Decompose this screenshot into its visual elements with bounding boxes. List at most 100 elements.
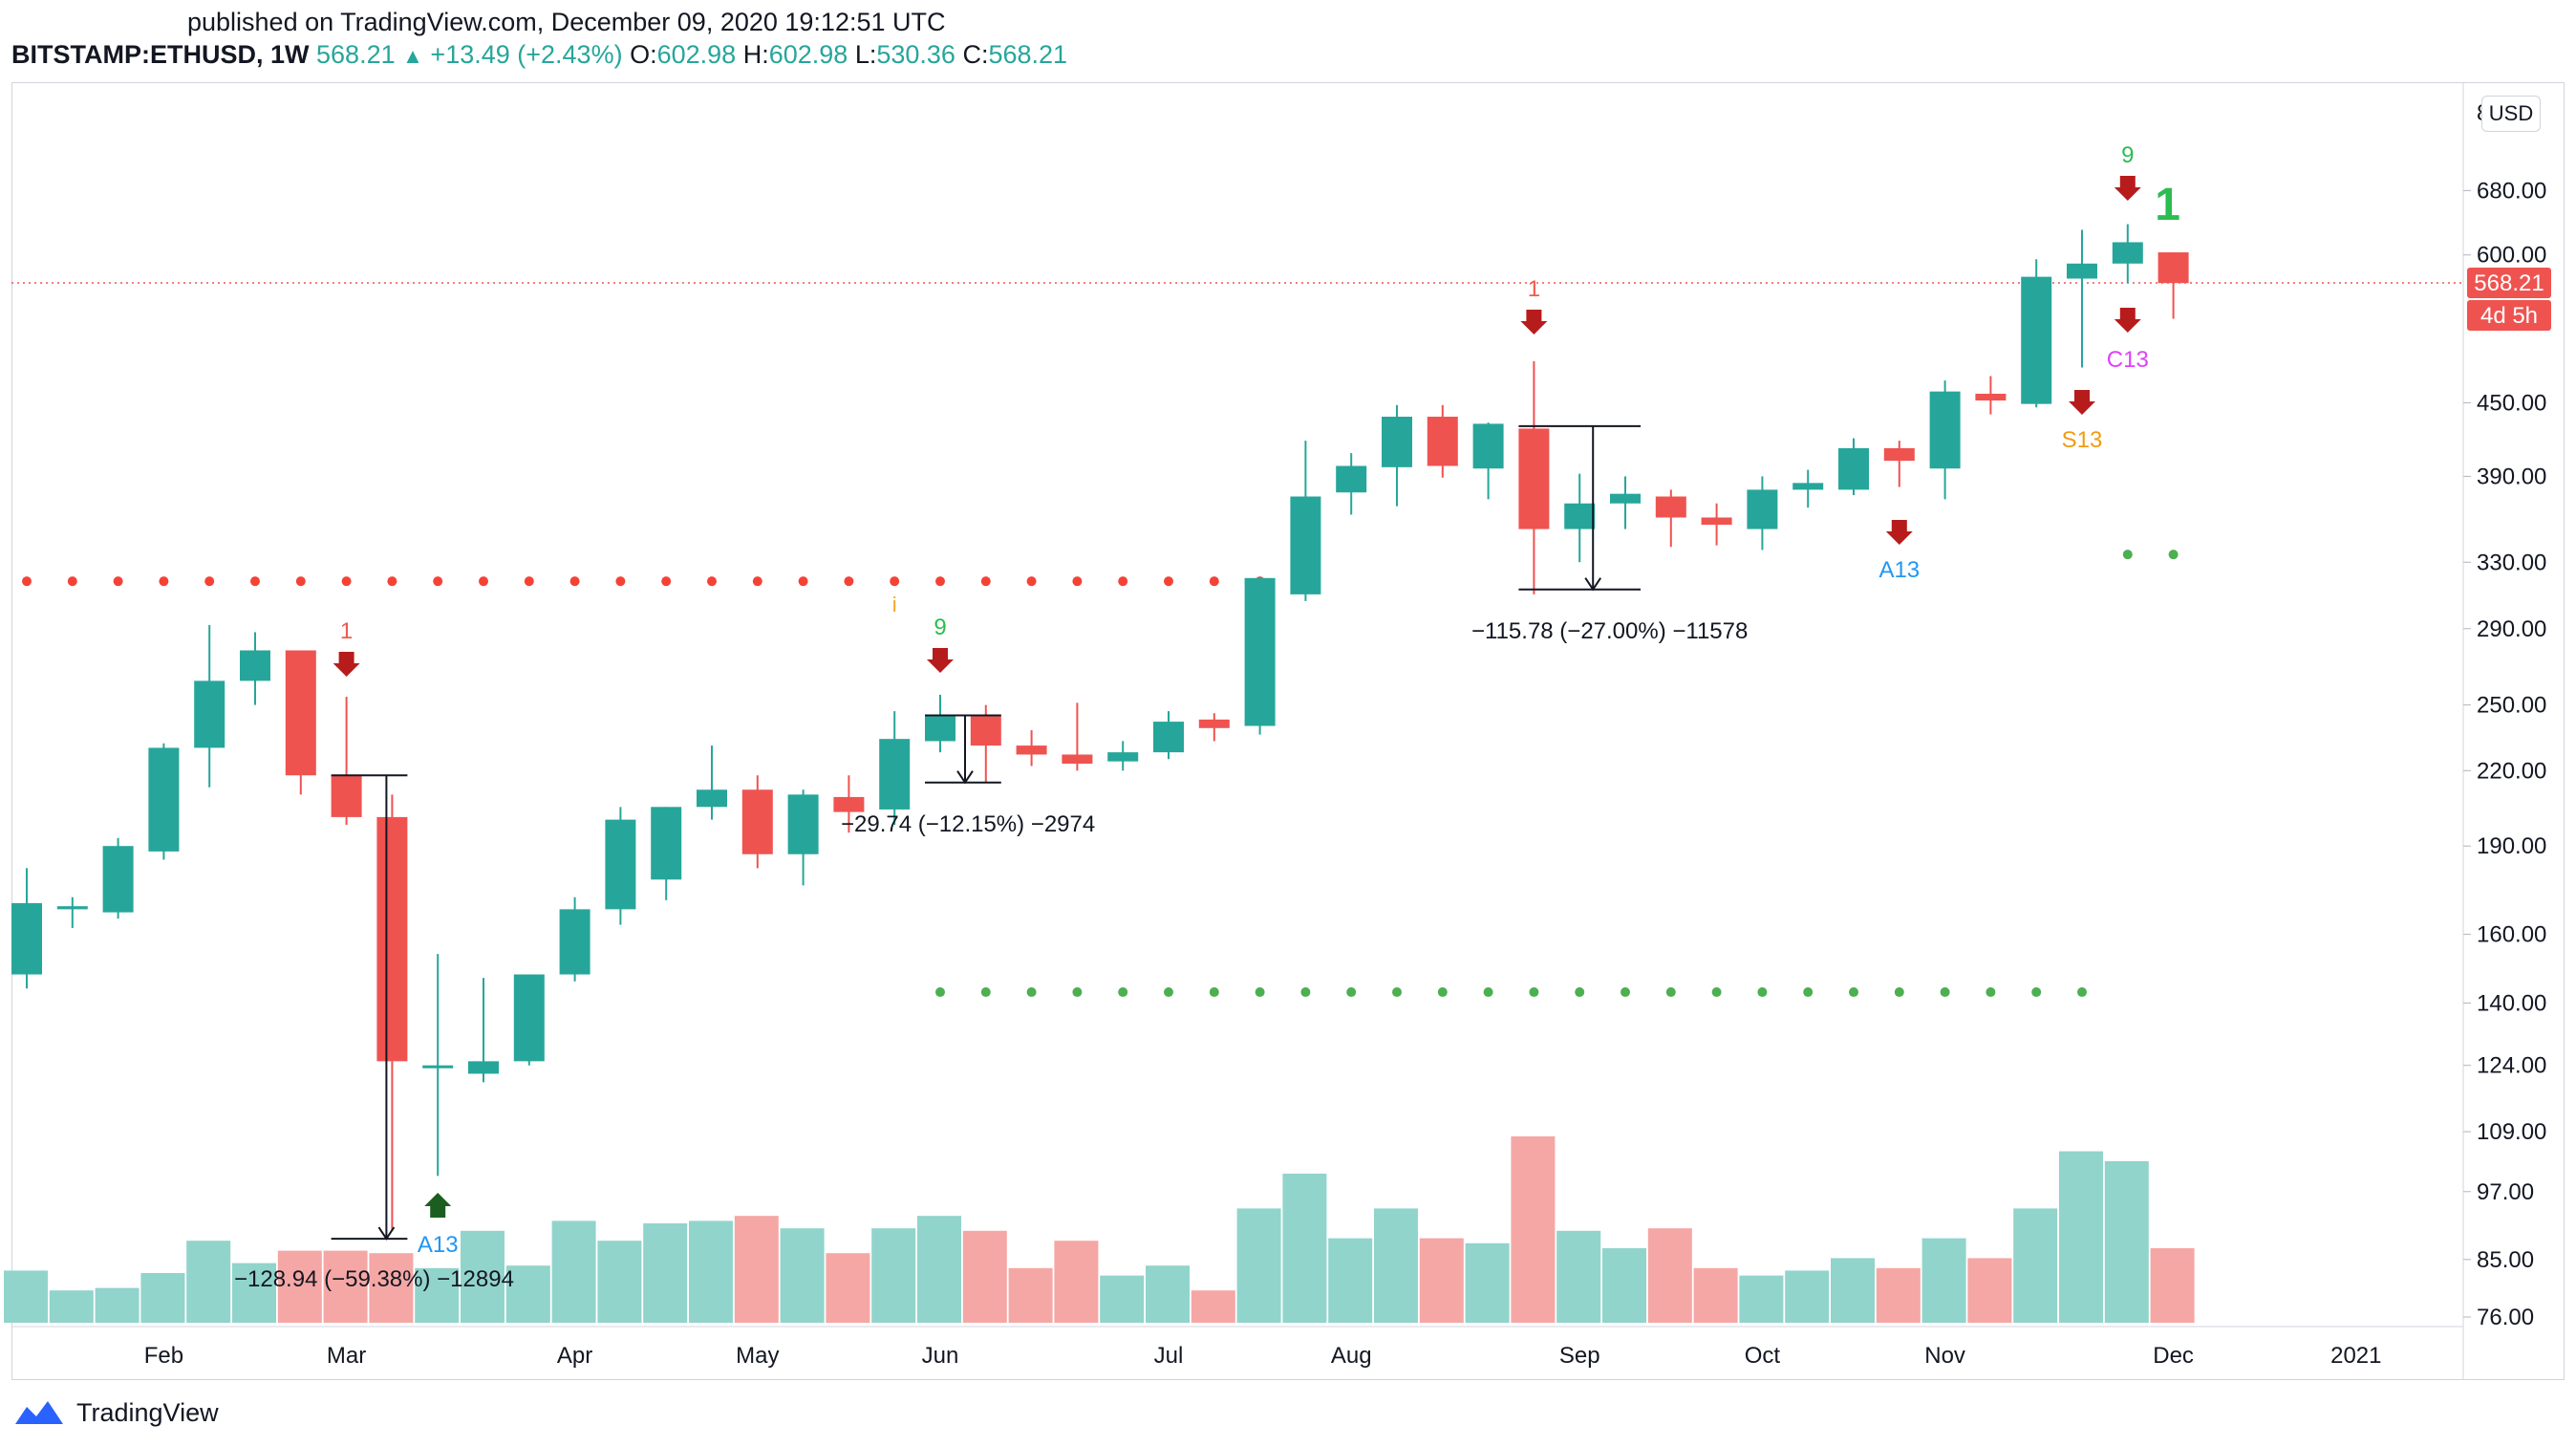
candle-body (1153, 722, 1184, 753)
published-note: published on TradingView.com, December 0… (187, 8, 946, 36)
measure-label: −29.74 (−12.15%) −2974 (841, 811, 1095, 837)
measure-label: −115.78 (−27.00%) −11578 (1471, 618, 1748, 644)
volume-bar (323, 1250, 368, 1323)
time-tick-label: Mar (327, 1343, 366, 1369)
price-tick-label: 109.00 (2477, 1119, 2546, 1145)
sequential-label: S13 (2062, 427, 2103, 453)
high-label: H: (742, 40, 769, 69)
time-tick-label: Oct (1745, 1343, 1781, 1369)
candle-body (422, 1065, 454, 1069)
resistance-dot (1026, 576, 1037, 587)
price-tick-label: 124.00 (2477, 1053, 2546, 1079)
volume-bar (917, 1216, 961, 1323)
price-tick-label: 450.00 (2477, 390, 2546, 416)
time-tick-label: Jun (922, 1343, 959, 1369)
candle-body (285, 650, 316, 776)
resistance-dot (615, 576, 626, 587)
support-dot (1392, 987, 1402, 998)
volume-bar (1282, 1174, 1327, 1323)
resistance-dot (1209, 576, 1219, 587)
resistance-dot (980, 576, 991, 587)
candle-body (2157, 252, 2189, 284)
volume-bar (1511, 1136, 1556, 1323)
volume-bar (4, 1270, 48, 1323)
time-tick-label: Jul (1154, 1343, 1184, 1369)
support-dot (935, 987, 945, 998)
candle-body (2021, 276, 2052, 404)
volume-bar (826, 1253, 870, 1323)
sell-arrow-icon (2069, 390, 2095, 415)
candle-body (1336, 465, 1367, 493)
currency-button[interactable]: USD (2481, 96, 2541, 132)
volume-bar (1419, 1238, 1464, 1323)
candle-body (194, 680, 225, 748)
support-dot (2122, 550, 2133, 560)
price-tick-label: 76.00 (2477, 1305, 2534, 1330)
volume-bar (1465, 1242, 1510, 1323)
volume-bar (597, 1241, 642, 1323)
volume-bar (1374, 1208, 1418, 1323)
tradingview-logo-icon (15, 1401, 63, 1424)
resistance-dot (67, 576, 77, 587)
resistance-dot (890, 576, 900, 587)
candle-body (1198, 719, 1230, 728)
volume-bar (461, 1230, 504, 1323)
volume-bar (415, 1267, 460, 1323)
volume-bar (871, 1228, 916, 1323)
support-dot (1986, 987, 1996, 998)
tradingview-logo[interactable]: TradingView (13, 1397, 219, 1428)
time-tick-label: Nov (1924, 1343, 1965, 1369)
setup-count-label: 1 (340, 618, 353, 644)
support-dot (1437, 987, 1448, 998)
candle-body (468, 1061, 499, 1074)
candle-body (605, 819, 636, 910)
volume-bar (1921, 1238, 1966, 1323)
support-dot (1346, 987, 1357, 998)
price-tick-label: 160.00 (2477, 922, 2546, 948)
candle-body (2067, 263, 2097, 279)
support-dot (1529, 987, 1539, 998)
candle-body (833, 796, 865, 812)
price-tick-label: 85.00 (2477, 1247, 2534, 1273)
support-dot (980, 987, 991, 998)
support-dot (1575, 987, 1585, 998)
close-label: C: (962, 40, 989, 69)
price-tick-label: 190.00 (2477, 833, 2546, 859)
up-triangle-icon: ▲ (402, 44, 423, 68)
candle-body (1107, 752, 1139, 762)
resistance-dot (295, 576, 306, 587)
volume-bar (1647, 1228, 1692, 1323)
resistance-dot (1118, 576, 1128, 587)
open-label: O: (630, 40, 657, 69)
volume-bar (49, 1290, 94, 1323)
candle-body (148, 747, 180, 852)
candle-body (1975, 393, 2007, 401)
sequential-label: A13 (418, 1232, 459, 1258)
sell-arrow-icon (2114, 176, 2141, 201)
candle-body (102, 846, 134, 913)
resistance-dot (479, 576, 488, 587)
tradingview-logo-text: TradingView (76, 1397, 219, 1427)
sell-arrow-icon (1885, 520, 1913, 545)
candle-body (1655, 496, 1686, 518)
volume-bar (1328, 1238, 1373, 1323)
candle-body (1062, 754, 1093, 765)
volume-bar (1693, 1267, 1738, 1323)
volume-bar (1556, 1230, 1601, 1323)
support-dot (1164, 987, 1173, 998)
support-dot (1711, 987, 1722, 998)
support-dot (1255, 987, 1265, 998)
volume-bar (1008, 1267, 1053, 1323)
price-tick-label: 330.00 (2477, 550, 2546, 575)
setup-i-marker: i (892, 593, 897, 616)
price-tick-label: 290.00 (2477, 616, 2546, 642)
close-value: 568.21 (988, 40, 1068, 69)
resistance-dot (569, 576, 580, 587)
candle-body (1564, 503, 1596, 529)
support-dot (1665, 987, 1676, 998)
high-value: 602.98 (768, 40, 848, 69)
volume-bar (1967, 1258, 2012, 1323)
low-label: L: (854, 40, 877, 69)
support-dot (1940, 987, 1950, 998)
